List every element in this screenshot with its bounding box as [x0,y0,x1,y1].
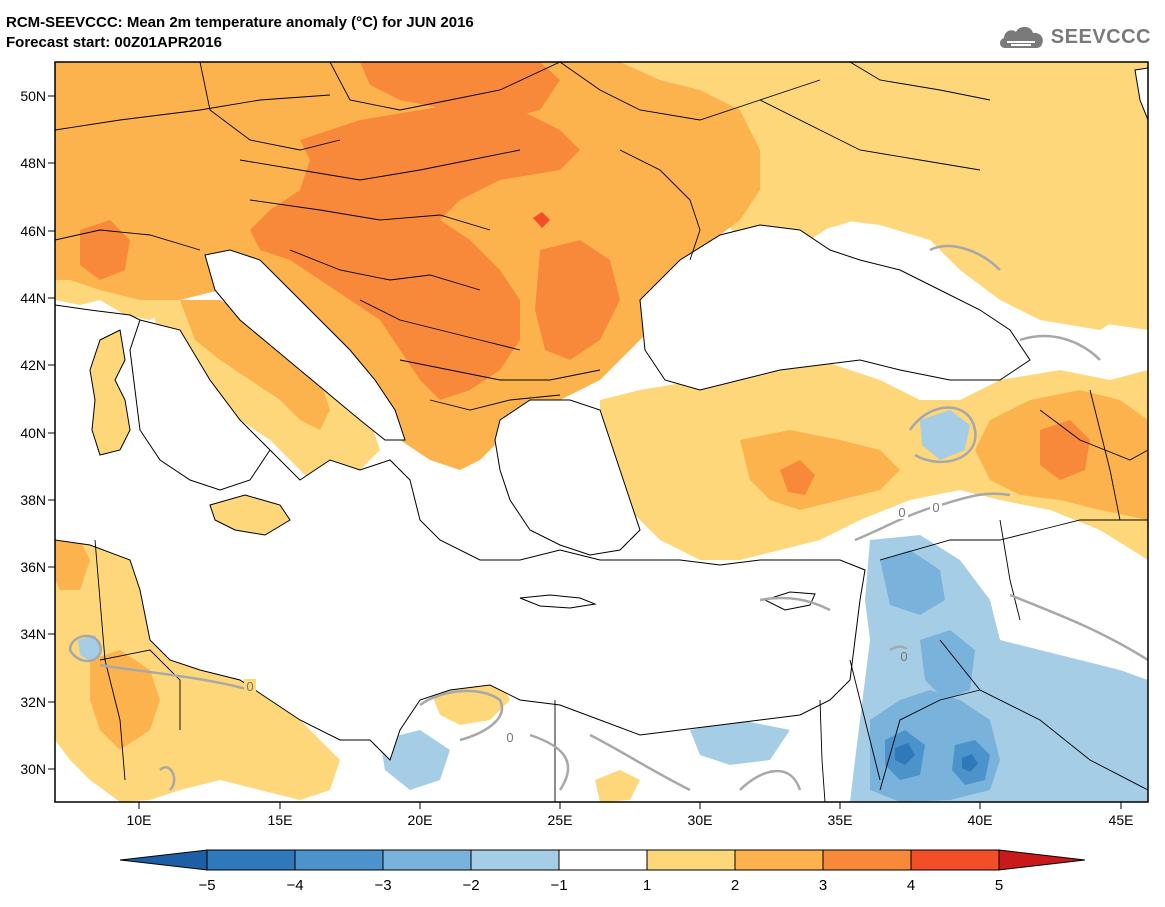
black-sea [639,224,1031,391]
lat-tick-label: 36N [20,559,46,575]
lon-tick-label: 40E [968,812,993,828]
map-frame [54,61,1149,803]
adriatic-sea [204,249,406,441]
anomaly-3-4-west [80,220,130,280]
lon-tick-label: 25E [548,812,573,828]
lon-tick-label: 45E [1109,812,1134,828]
forecast-start-label: Forecast start: 00Z01APR2016 [6,34,222,51]
cloud-logo-icon [999,26,1043,48]
colorbar-label: −4 [286,877,303,894]
colorbar-segment [294,849,384,871]
map-title: RCM-SEEVCCC: Mean 2m temperature anomaly… [6,14,474,31]
contour-labels: 0 0 0 0 0 [244,500,942,745]
anomaly-2-3-turkey [740,430,900,510]
colorbar-label: −3 [374,877,391,894]
colorbar-segment [470,849,560,871]
colorbar-max-triangle [998,849,1086,871]
longitude-axis: 10E 15E 20E 25E 30E 35E 40E 45E [127,802,1134,828]
contour-label: 0 [898,505,905,520]
colorbar-min-triangle [119,849,208,871]
anomaly-minus-1-tunisia [78,635,102,662]
lat-tick-label: 32N [20,694,46,710]
anomaly-minus-1-turkey [920,410,970,460]
tyrrhenian-sea [129,319,271,491]
contour-label: 0 [932,500,939,515]
colorbar: −5 −4 −3 −2 −1 1 2 3 4 5 [119,849,1086,894]
corsica-sardinia [89,329,131,456]
cyprus [763,591,816,611]
latitude-axis: 50N 48N 46N 44N 42N 40N 38N 36N 34N 32N … [20,88,55,777]
colorbar-label: 2 [731,877,739,894]
anomaly-3-4-caucasus-blob [1040,420,1090,480]
colorbar-label: −2 [462,877,479,894]
anomaly-4-5-dot [533,212,550,228]
anomaly-2-3-italy [180,300,330,430]
colorbar-label: 1 [643,877,651,894]
contour-label: 0 [900,649,907,664]
anomaly-2-3-algeria [55,540,90,590]
country-borders [55,62,1148,802]
colorbar-segment [822,849,912,871]
anomaly-2-3-tunisia [90,650,160,750]
anomaly-3-4-romania [535,240,620,360]
anomaly-minus-4-core-east [962,754,978,772]
anomaly-minus-2-iraq [920,630,975,700]
anomaly-minus-2-syria [880,550,945,615]
lat-tick-label: 30N [20,761,46,777]
lat-tick-label: 38N [20,492,46,508]
lat-tick-label: 42N [20,357,46,373]
colorbar-segment [734,849,824,871]
anomaly-3-4-turkey-dot [780,460,815,495]
lon-tick-label: 20E [408,812,433,828]
lat-tick-label: 46N [20,223,46,239]
crete [519,594,597,609]
lon-tick-label: 35E [828,812,853,828]
lon-tick-label: 30E [688,812,713,828]
zero-contours [68,244,1148,792]
lat-tick-label: 44N [20,290,46,306]
sea-areas [55,67,1148,761]
anomaly-minus-4-core-west [895,743,915,765]
colorbar-segment [646,849,736,871]
colorbar-label: −1 [550,877,567,894]
colorbar-label: 3 [819,877,827,894]
sicily [209,494,291,536]
caspian-edge [1134,67,1148,121]
anomaly-3-4-north [360,62,560,120]
lat-tick-label: 40N [20,425,46,441]
contour-label: 0 [506,730,513,745]
lat-tick-label: 50N [20,88,46,104]
lat-tick-label: 48N [20,155,46,171]
mediterranean-sea [55,304,866,761]
colorbar-segment [910,849,1000,871]
contour-label: 0 [246,679,253,694]
anomaly-minus-1-libya [380,730,450,790]
colorbar-segment [382,849,472,871]
colorbar-segment [206,849,296,871]
colorbar-label: 5 [995,877,1003,894]
lon-tick-label: 15E [268,812,293,828]
colorbar-label: 4 [907,877,915,894]
aegean-sea [494,399,641,556]
lon-tick-label: 10E [127,812,152,828]
anomaly-1-2-eastern-europe [620,62,1148,330]
colorbar-label: −5 [198,877,215,894]
colorbar-segment [558,849,648,871]
logo-text: SEEVCCC [1050,25,1151,48]
anomaly-1-2-egypt-blob [595,770,640,802]
seevccc-logo: SEEVCCC [997,22,1151,52]
lat-tick-label: 34N [20,626,46,642]
anomaly-minus-1-egypt [690,720,790,765]
